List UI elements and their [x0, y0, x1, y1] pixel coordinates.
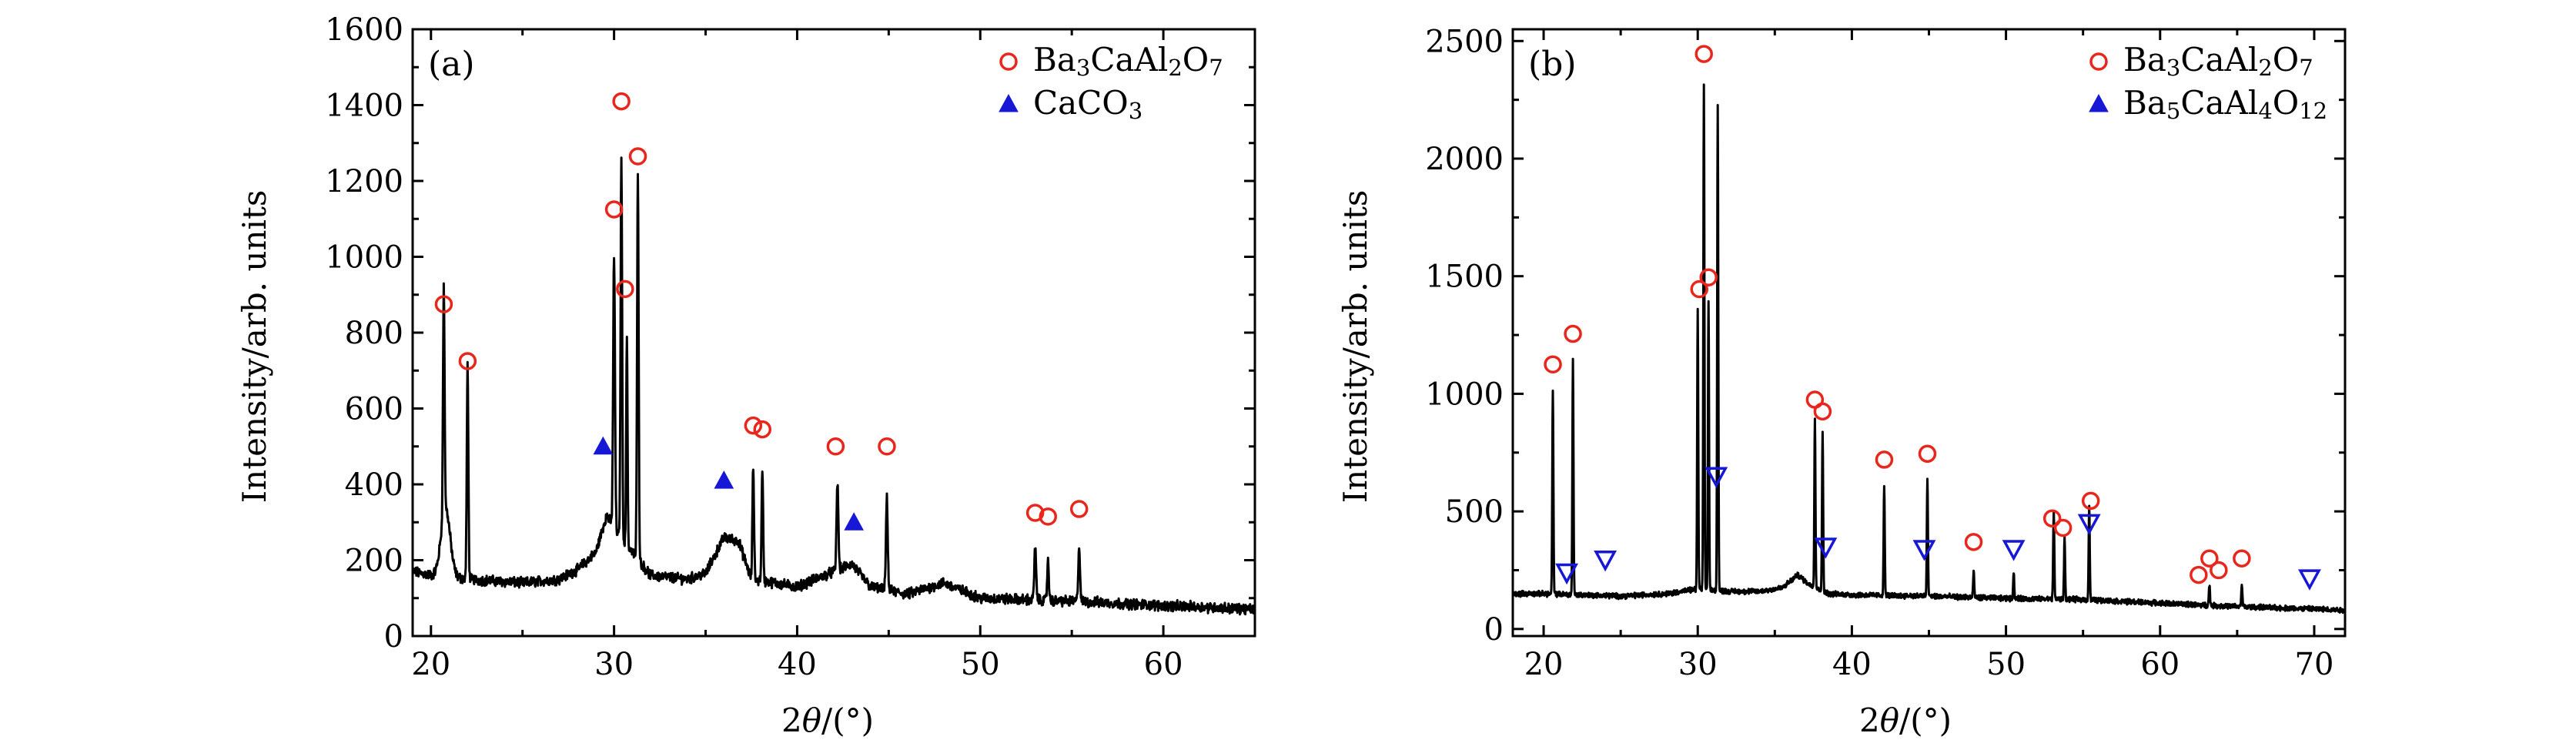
- phase-marker-ba3caal2o7: [2053, 518, 2073, 537]
- x-tick-label: 50: [1986, 647, 2026, 682]
- phase-marker-ba3caal2o7: [616, 280, 634, 299]
- phase-marker-ba3caal2o7: [2190, 565, 2208, 584]
- chart-panel-b: Intensity/arb. units 2θ/(°) 20 30 40 50 60 70…: [1337, 24, 2347, 739]
- phase-marker-ba3caal2o7: [1694, 45, 1713, 63]
- phase-marker-ba3caal2o7: [826, 437, 845, 456]
- phase-marker-ba5caal4o12: [1594, 550, 1618, 572]
- y-tick-label: 200: [345, 544, 403, 579]
- phase-marker-ba3caal2o7: [628, 147, 647, 166]
- phase-marker-ba3caal2o7: [744, 416, 763, 435]
- y-tick-label: 1600: [325, 12, 403, 48]
- xrd-trace-a: [413, 156, 1255, 616]
- phase-marker-ba3caal2o7: [1918, 444, 1937, 464]
- phase-marker-ba3caal2o7: [2210, 561, 2228, 580]
- panel-label-b: (b): [1528, 45, 1577, 84]
- phase-marker-ba3caal2o7: [1069, 500, 1089, 518]
- phase-marker-ba3caal2o7: [1690, 280, 1708, 299]
- x-axis-title-a: 2θ/(°): [781, 701, 874, 739]
- phase-marker-ba3caal2o7: [1699, 268, 1718, 286]
- y-axis-title-b: Intensity/arb. units: [1337, 190, 1374, 504]
- phase-marker-ba5caal4o12: [2298, 569, 2321, 591]
- y-tick-label: 1500: [1425, 259, 1504, 295]
- x-tick-label: 50: [961, 647, 1000, 682]
- phase-marker-ba5caal4o12: [2002, 540, 2026, 561]
- y-tick-label: 1000: [1425, 377, 1504, 412]
- y-tick-label: 2500: [1425, 24, 1504, 59]
- phase-marker-ba5caal4o12: [2077, 514, 2101, 536]
- phase-marker-caco3: [593, 436, 614, 455]
- phase-marker-ba5caal4o12: [1814, 537, 1838, 559]
- y-tick-label: 1000: [325, 240, 403, 276]
- phase-marker-ba3caal2o7: [2081, 491, 2100, 511]
- phase-marker-caco3: [714, 470, 734, 489]
- x-tick-label: 60: [2140, 647, 2180, 682]
- phase-marker-ba3caal2o7: [2200, 549, 2219, 568]
- legend-label-ba3: Ba3CaAl2O7: [2123, 41, 2313, 81]
- legend-symbol-ba3: [999, 52, 1018, 71]
- y-tick-label: 2000: [1425, 142, 1504, 177]
- x-tick-label: 30: [594, 647, 634, 682]
- phase-marker-caco3: [844, 512, 865, 531]
- phase-marker-ba3caal2o7: [1544, 355, 1562, 373]
- y-tick-label: 1200: [325, 164, 403, 199]
- phase-marker-ba5caal4o12: [1555, 563, 1579, 585]
- x-tick-label: 30: [1678, 647, 1718, 682]
- y-tick-label: 800: [345, 316, 403, 351]
- xrd-trace-b: [1513, 83, 2345, 614]
- plot-area-b: 20 30 40 50 60 70 0 500 1000 1500 2000 2500: [1425, 24, 2347, 682]
- legend-label-caco3: CaCO3: [1033, 84, 1142, 124]
- x-tick-label: 20: [1524, 647, 1564, 682]
- legend-label-ba5: Ba5CaAl4O12: [2123, 84, 2327, 124]
- phase-marker-ba3caal2o7: [612, 92, 631, 111]
- phase-marker-ba3caal2o7: [604, 200, 624, 219]
- phase-marker-ba3caal2o7: [2042, 509, 2062, 528]
- phase-marker-ba3caal2o7: [1564, 324, 1582, 343]
- phase-marker-ba3caal2o7: [1039, 507, 1058, 526]
- phase-marker-ba3caal2o7: [753, 420, 771, 439]
- y-tick-label: 500: [1445, 494, 1504, 530]
- x-tick-label: 40: [778, 647, 817, 682]
- y-tick-label: 400: [345, 467, 403, 503]
- phase-marker-ba3caal2o7: [878, 437, 896, 456]
- x-tick-label: 20: [411, 647, 450, 682]
- y-tick-label: 0: [1484, 612, 1504, 648]
- legend-symbol-ba3: [2089, 52, 2108, 71]
- y-axis-title-a: Intensity/arb. units: [236, 190, 273, 504]
- x-tick-label: 70: [2295, 647, 2334, 682]
- phase-marker-ba3caal2o7: [458, 352, 477, 370]
- phase-marker-ba3caal2o7: [2233, 549, 2251, 568]
- legend-symbol-ba5: [2089, 93, 2109, 112]
- phase-marker-ba3caal2o7: [1875, 450, 1894, 469]
- legend-symbol-caco3: [999, 93, 1019, 112]
- chart-panel-a: Intensity/arb. units 2θ/(°) 20 30 40 50 6002…: [236, 12, 1256, 739]
- phase-marker-ba3caal2o7: [434, 295, 453, 313]
- panel-label-a: (a): [428, 45, 475, 84]
- phase-marker-ba5caal4o12: [1912, 540, 1936, 561]
- x-axis-title-b: 2θ/(°): [1859, 701, 1952, 739]
- y-tick-label: 1400: [325, 89, 403, 124]
- x-tick-label: 40: [1832, 647, 1872, 682]
- y-tick-label: 0: [384, 619, 403, 655]
- phase-marker-ba3caal2o7: [1813, 402, 1832, 421]
- y-tick-label: 600: [345, 392, 403, 427]
- phase-marker-ba3caal2o7: [1964, 533, 1983, 551]
- x-tick-label: 60: [1144, 647, 1183, 682]
- legend-label-ba3: Ba3CaAl2O7: [1033, 41, 1223, 81]
- phase-marker-ba5caal4o12: [1705, 467, 1728, 488]
